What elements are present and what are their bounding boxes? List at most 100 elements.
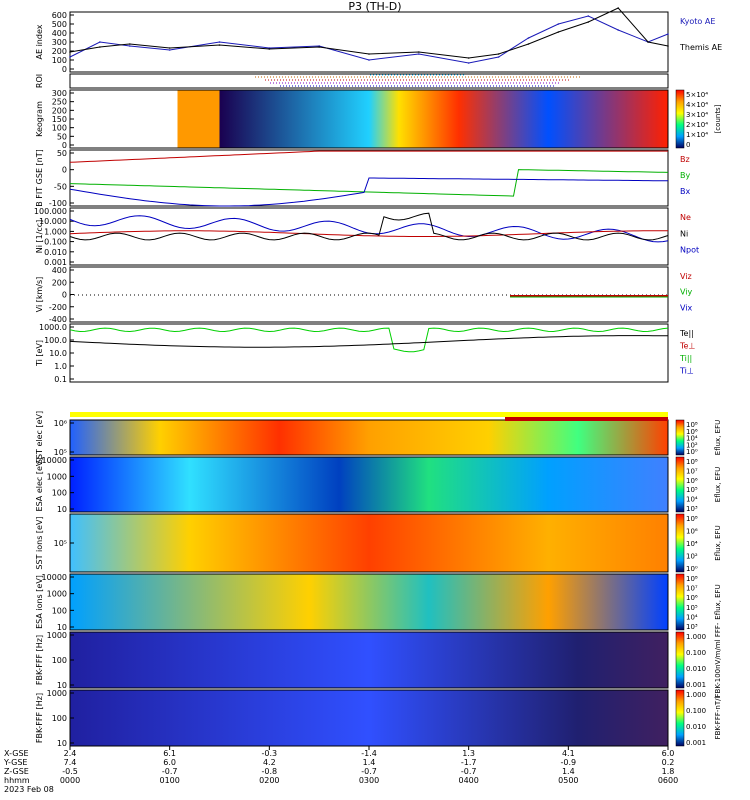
colorbar-tick-label: 10⁴ [686, 540, 698, 548]
panel-frame [69, 89, 669, 149]
colorbar-tick-label: 0.100 [686, 649, 706, 657]
x-tick-label: 0200 [259, 776, 279, 785]
x-tick-label: -1.7 [461, 758, 477, 767]
colorbar-strip [675, 573, 685, 631]
x-tick-label: 6.0 [662, 749, 675, 758]
panel-tick-label: 100.000 [34, 207, 67, 216]
x-tick-label: 0000 [60, 776, 80, 785]
x-tick-label: 2.4 [64, 749, 77, 758]
x-tick-label: 0.2 [662, 758, 675, 767]
ae-point [168, 49, 171, 51]
colorbar-tick-label: 0.010 [686, 665, 706, 673]
colorbar-tick-label: 4×10⁴ [686, 101, 708, 109]
panel-tick-label: 1.0 [54, 362, 67, 371]
x-tick-label: -0.5 [62, 767, 78, 776]
colorbar-strip [675, 456, 685, 513]
panel-tick-label: 0.1 [54, 375, 67, 384]
trace-ni [69, 230, 668, 237]
ae-point [218, 44, 221, 46]
panel-frame [69, 323, 669, 383]
panel-tick-label: 400 [52, 266, 67, 275]
colorbar-tick-label: 2×10⁴ [686, 121, 708, 129]
legend-entry: Ti|| [679, 354, 692, 363]
colorbar-tick-label: 3×10⁴ [686, 111, 708, 119]
x-tick-label: -1.4 [361, 749, 377, 758]
colorbar-tick-label: 1.000 [686, 633, 706, 641]
colorbar-fbk2: 1.000 0.100 0.010 0.001 FBK-FFF-nT/l [675, 689, 722, 747]
panel-tick-label: 10⁵ [54, 539, 67, 548]
panel-tick-label: 50 [57, 149, 67, 158]
x-tick-label: -0.7 [162, 767, 178, 776]
panel-tick-label: 0.010 [44, 248, 67, 257]
panel-tick-label: 0 [62, 65, 67, 74]
colorbar-label: Eflux, EFU [714, 525, 722, 560]
panel-ylabel: SST elec [eV] [35, 411, 44, 464]
colorbar-tick-label: 10³ [686, 505, 698, 513]
colorbar-label: Eflux, EFU [714, 584, 722, 619]
panel-ylabel: FBK-FFF [Hz] [35, 635, 44, 685]
panel-ylabel: Keogram [35, 101, 44, 137]
panel-tick-label: 10 [57, 623, 67, 632]
colorbar-strip [675, 513, 685, 573]
x-axis-row-label: 2023 Feb 08 [4, 785, 54, 794]
colorbar-sst_i: 10⁸ 10⁶ 10⁴ 10² 10⁰ Eflux, EFU [675, 513, 722, 573]
x-tick-label: 0500 [558, 776, 578, 785]
colorbar-label: [counts] [714, 104, 722, 133]
panel-fbk1: FBK-FFF [Hz] 1000 100 10 [35, 631, 669, 690]
ae-point [168, 47, 171, 49]
panel-frame [69, 419, 669, 456]
legend-entry: Viz [680, 272, 692, 281]
x-tick-label: -0.7 [461, 767, 477, 776]
colorbars: 5×10⁴4×10⁴3×10⁴2×10⁴1×10⁴0[counts]10⁸10⁶… [675, 89, 722, 747]
ae-point [218, 41, 221, 43]
panel-tick-label: 250 [52, 98, 67, 107]
panel-ylabel: Vi [km/s] [35, 277, 44, 313]
panel-sst_i: SST ions [eV] 10⁵ [35, 513, 669, 573]
panel-tick-label: 1000 [47, 689, 67, 698]
x-tick-label: 0600 [658, 776, 678, 785]
panel-ti: Ti [eV] 1000.0 100.0 10.0 1.0 0.1 Te|| Te⊥ Ti|| T… [35, 323, 695, 384]
legend-entry: Ti⊥ [679, 367, 694, 376]
panel-frame [69, 513, 669, 573]
x-tick-label: -0.8 [262, 767, 278, 776]
colorbar-tick-label: 10⁶ [686, 594, 698, 602]
ae-point [368, 59, 370, 61]
panel-tick-label: 10 [57, 681, 67, 690]
panel-tick-label: 10 [57, 739, 67, 748]
panel-esa_e: ESA elec [eV]10000 1000 100 10 [35, 456, 669, 514]
colorbar-tick-label: 10⁸ [686, 515, 698, 523]
x-tick-label: 0300 [359, 776, 379, 785]
ae-point [667, 33, 669, 35]
panel-tick-label: 0 [62, 291, 67, 300]
panel-tick-label: 100 [52, 714, 67, 723]
colorbar-tick-label: 0.100 [686, 707, 706, 715]
panel-tick-label: 150 [52, 115, 67, 124]
panel-ylabel: ROI [35, 74, 44, 88]
ae-point [268, 48, 271, 50]
ae-point [129, 45, 131, 47]
panel-tick-label: 0 [62, 141, 67, 150]
panel-tick-label: 10⁵ [54, 448, 67, 457]
flag-bar [70, 412, 668, 417]
x-tick-label: -0.3 [262, 749, 278, 758]
legend-entry: Te⊥ [679, 342, 695, 351]
panel-tick-label: 600 [52, 11, 67, 20]
panel-tick-label: 1000 [47, 631, 67, 640]
panel-tick-label: 500 [52, 20, 67, 29]
legend-entry: Bx [680, 187, 690, 196]
colorbar-keogram: 5×10⁴ 4×10⁴ 3×10⁴ 2×10⁴ 1×10⁴ 0 [counts] [675, 89, 722, 149]
ae-point [497, 56, 500, 58]
panel-tick-label: 100 [52, 56, 67, 65]
panel-ylabel: ESA elec [eV] [35, 458, 44, 512]
colorbar-strip [675, 631, 685, 689]
panel-tick-label: 0 [62, 166, 67, 175]
colorbar-tick-label: 10⁶ [686, 528, 698, 536]
panel-frame [69, 573, 669, 631]
colorbar-label: Eflux, EFU [714, 467, 722, 502]
panel-frame [69, 456, 669, 513]
